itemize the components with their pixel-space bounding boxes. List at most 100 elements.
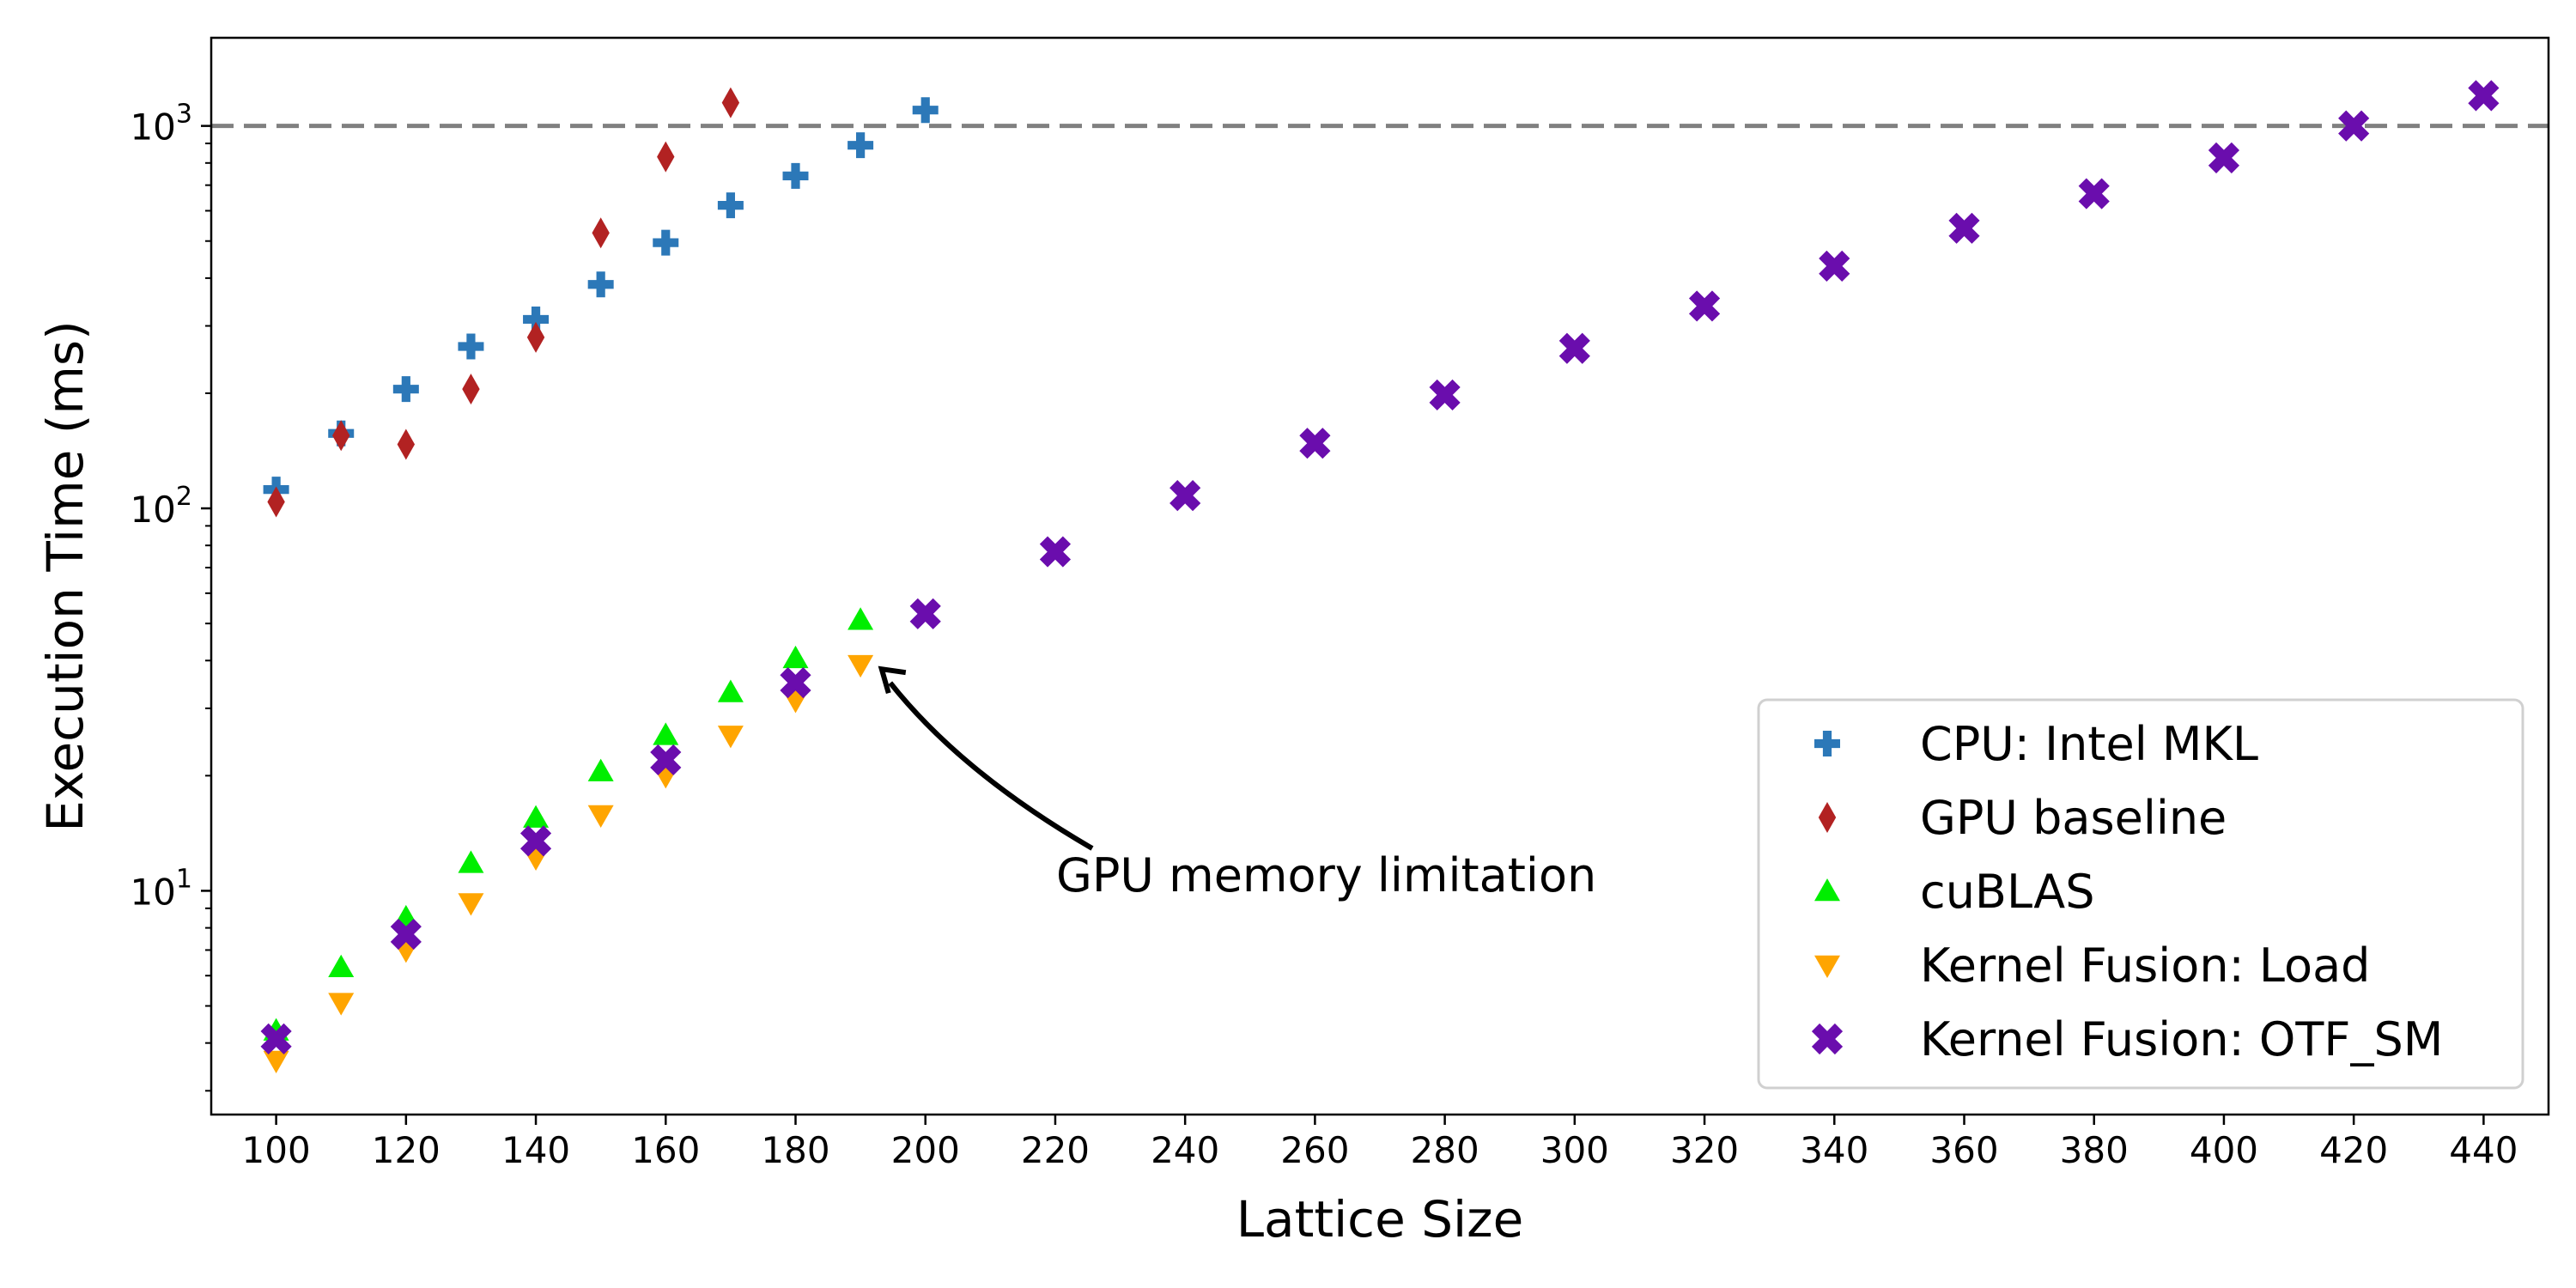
data-point (397, 428, 416, 460)
x-tick-label: 180 (761, 1129, 829, 1171)
data-point (523, 805, 550, 828)
x-tick-label: 160 (631, 1129, 700, 1171)
legend: CPU: Intel MKL GPU baseline cuBLAS Kernel F… (1757, 698, 2524, 1090)
data-point (650, 744, 682, 776)
legend-marker (1811, 1023, 1844, 1055)
x-tick-label: 280 (1411, 1129, 1479, 1171)
annotation-arrowhead (878, 665, 907, 695)
x-tick-label: 300 (1540, 1129, 1609, 1171)
x-tick-label: 420 (2319, 1129, 2388, 1171)
data-point (328, 954, 355, 978)
x-tick-label: 400 (2190, 1129, 2258, 1171)
data-point (458, 333, 484, 360)
x-tick-label: 100 (242, 1129, 311, 1171)
data-point (458, 850, 484, 873)
legend-marker (1814, 731, 1840, 756)
data-point (1429, 379, 1461, 410)
legend-entry: Kernel Fusion: OTF_SM (1811, 1012, 2443, 1066)
legend-marker (1818, 802, 1837, 833)
data-point (909, 598, 941, 629)
series-2 (267, 87, 740, 518)
data-point (717, 192, 744, 219)
series-5 (260, 80, 2500, 1054)
data-point (780, 667, 811, 699)
x-tick-label: 140 (501, 1129, 570, 1171)
data-point (587, 805, 614, 828)
data-point (653, 229, 679, 256)
data-point (587, 271, 614, 298)
x-tick-label: 260 (1280, 1129, 1349, 1171)
y-tick-label: 101 (130, 864, 192, 913)
legend-entry: Kernel Fusion: Load (1814, 939, 2370, 993)
x-tick-label: 240 (1151, 1129, 1219, 1171)
y-tick-label: 103 (130, 100, 192, 149)
axes: 100 120 140 160 180 200 220 240 260 280 300 320 340 3… (36, 36, 2550, 1249)
data-point (717, 679, 744, 702)
data-point (462, 374, 480, 405)
data-point (458, 893, 484, 916)
data-point (526, 321, 545, 353)
data-point (653, 722, 679, 745)
data-point (332, 420, 350, 452)
data-point (392, 376, 419, 403)
data-point (592, 217, 610, 249)
y-tick-label: 102 (130, 482, 192, 531)
data-point (848, 607, 874, 630)
data-point (782, 645, 809, 669)
data-point (721, 87, 740, 118)
data-point (1948, 212, 1980, 244)
data-point (1819, 250, 1850, 282)
data-point (912, 97, 939, 124)
data-point (2338, 110, 2370, 142)
legend-label: GPU baseline (1920, 791, 2227, 845)
legend-entry: GPU baseline (1818, 791, 2227, 845)
series-1 (263, 97, 939, 503)
annotation-layer: GPU memory limitation (878, 665, 1596, 902)
x-tick-label: 220 (1021, 1129, 1090, 1171)
x-tick-label: 380 (2060, 1129, 2129, 1171)
data-point (2208, 142, 2240, 173)
x-tick-label: 340 (1800, 1129, 1868, 1171)
x-tick-label: 360 (1929, 1129, 1998, 1171)
data-point (1299, 428, 1331, 459)
data-point (328, 993, 355, 1016)
data-point (2078, 178, 2110, 210)
data-point (263, 1050, 289, 1074)
data-point (782, 162, 809, 189)
data-point (657, 141, 675, 173)
legend-label: cuBLAS (1920, 865, 2095, 919)
legend-entry: CPU: Intel MKL (1814, 717, 2258, 771)
data-point (848, 132, 874, 159)
data-point (2468, 80, 2500, 112)
data-point (1688, 290, 1721, 322)
data-point (260, 1023, 292, 1054)
plot-area (260, 80, 2500, 1074)
legend-box (1757, 698, 2524, 1090)
data-point (1170, 480, 1201, 512)
y-axis-title: Execution Time (ms) (36, 320, 94, 831)
legend-entry: cuBLAS (1814, 865, 2095, 919)
x-axis-title: Lattice Size (1236, 1190, 1524, 1249)
data-point (1039, 536, 1072, 568)
x-tick-label: 320 (1670, 1129, 1739, 1171)
data-point (717, 726, 744, 749)
legend-marker (1814, 955, 1840, 978)
legend-label: Kernel Fusion: OTF_SM (1920, 1012, 2443, 1066)
data-point (519, 825, 552, 857)
plot-frame (210, 36, 2550, 1116)
legend-label: Kernel Fusion: Load (1920, 939, 2370, 993)
data-point (1558, 332, 1590, 364)
data-point (390, 918, 422, 951)
x-tick-label: 200 (891, 1129, 960, 1171)
series-4 (263, 654, 874, 1074)
x-tick-label: 120 (372, 1129, 440, 1171)
legend-label: CPU: Intel MKL (1920, 717, 2258, 771)
data-point (848, 654, 874, 678)
data-point (523, 306, 550, 332)
annotation-text: GPU memory limitation (1056, 848, 1596, 902)
data-point (267, 486, 285, 518)
data-point (587, 758, 614, 781)
series-3 (263, 607, 874, 1041)
legend-marker (1814, 878, 1840, 902)
